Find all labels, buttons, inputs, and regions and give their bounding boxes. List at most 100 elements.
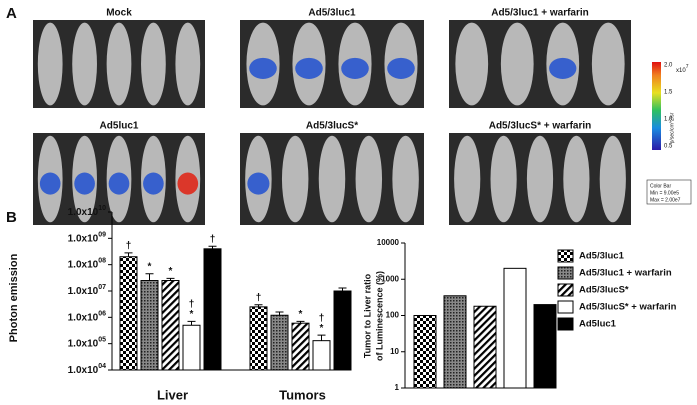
- significance-mark: †: [126, 241, 132, 252]
- signal: [341, 57, 369, 79]
- y-tick-label: 1.0x1005: [68, 337, 106, 350]
- y-tick-label: 1.0x1007: [68, 284, 106, 297]
- mouse: [526, 135, 554, 223]
- bar: [473, 305, 497, 389]
- mouse: [106, 22, 132, 106]
- y-tick-label-exp: 08: [98, 258, 106, 265]
- y-tick-label: 1.0x1009: [68, 231, 106, 244]
- bar: [182, 324, 201, 371]
- error-bar: [254, 304, 263, 307]
- legend-swatch: [557, 283, 574, 297]
- y-tick-label-base: 1.0x10: [68, 312, 99, 323]
- y-tick-label-exp: 10: [98, 205, 106, 212]
- bar: [312, 340, 331, 371]
- y-tick-label-exp: 04: [98, 363, 106, 370]
- mouse: [454, 135, 481, 223]
- y-axis-title: Tumor to Liver ratio: [362, 273, 372, 358]
- bar: [503, 267, 527, 389]
- colorbar-max: Max = 2.00e7: [650, 197, 681, 203]
- legend-label: Ad5/3luc1: [579, 251, 625, 262]
- signal: [177, 172, 199, 195]
- image-title: Mock: [106, 8, 132, 19]
- error-bar: [317, 334, 326, 341]
- signal: [549, 57, 577, 79]
- y-tick-label: 1000: [381, 274, 399, 283]
- bar: [443, 295, 467, 389]
- significance-mark: *: [190, 309, 194, 320]
- legend-swatch: [557, 266, 574, 280]
- y-tick-label-base: 1.0x10: [68, 233, 99, 244]
- image-title: Ad5/3lucS*: [306, 121, 358, 132]
- mouse: [281, 135, 309, 223]
- y-tick-label: 10000: [377, 238, 400, 247]
- significance-mark: *: [299, 309, 303, 320]
- legend-label: Ad5/3luc1 + warfarin: [579, 268, 672, 279]
- error-bar: [338, 287, 347, 291]
- error-bar: [187, 320, 196, 326]
- image-title: Ad5/3luc1: [308, 8, 356, 19]
- y-tick-label-base: 1.0x10: [68, 286, 99, 297]
- y-tick-label: 100: [386, 311, 400, 320]
- colorbar-tick: 1.5: [664, 90, 673, 96]
- signal: [108, 172, 130, 195]
- y-tick-label-exp: 09: [98, 231, 106, 238]
- y-tick-label: 1.0x1010: [68, 205, 106, 218]
- y-tick-label-exp: 07: [98, 284, 106, 291]
- mouse: [591, 22, 625, 106]
- signal: [39, 172, 61, 195]
- panel-label: B: [6, 209, 17, 226]
- significance-mark: †: [210, 234, 216, 245]
- colorbar-tick: 1.0: [664, 117, 673, 123]
- y-tick-label: 1.0x1008: [68, 258, 106, 271]
- mouse: [141, 22, 166, 106]
- bar: [270, 314, 289, 371]
- bar: [249, 306, 268, 371]
- signal: [247, 172, 270, 195]
- significance-mark: *: [148, 261, 152, 272]
- error-bar: [296, 320, 305, 324]
- bar: [119, 256, 138, 371]
- image-title: Ad5luc1: [100, 121, 139, 132]
- mouse: [318, 135, 346, 223]
- mouse: [37, 22, 63, 106]
- mouse: [355, 135, 383, 223]
- mouse: [175, 22, 201, 106]
- y-tick-label: 10: [390, 347, 399, 356]
- y-tick-label-base: 1.0x10: [68, 207, 99, 218]
- y-axis-title: Photon emission: [8, 253, 20, 342]
- significance-mark: *: [320, 323, 324, 334]
- colorbar-min: Min = 9.00e5: [650, 190, 679, 196]
- legend-swatch: [557, 249, 574, 263]
- error-bar: [208, 245, 217, 249]
- mouse: [392, 135, 419, 223]
- mouse: [455, 22, 489, 106]
- y-tick-label-base: 1.0x10: [68, 338, 99, 349]
- signal: [249, 57, 277, 79]
- error-bar: [124, 252, 133, 257]
- colorbar-box-title: Color Bar: [650, 183, 671, 189]
- bar: [533, 304, 557, 389]
- bar: [203, 248, 222, 371]
- error-bar: [275, 311, 284, 316]
- colorbar-tick: 0.5: [664, 144, 673, 150]
- colorbar-multiplier: x107: [676, 64, 689, 73]
- color-bar: [652, 62, 661, 150]
- significance-mark: †: [256, 292, 262, 303]
- bar: [413, 315, 437, 389]
- error-bar: [166, 277, 175, 281]
- image-title: Ad5/3lucS* + warfarin: [489, 121, 592, 132]
- colorbar-unit: p/sec/cm^2/sr: [669, 112, 675, 143]
- y-tick-label-exp: 05: [98, 337, 106, 344]
- signal: [295, 57, 323, 79]
- y-tick-label-base: 1.0x10: [68, 259, 99, 270]
- legend-label: Ad5/3lucS*: [579, 285, 629, 296]
- legend-label: Ad5luc1: [579, 319, 617, 330]
- bar: [161, 280, 180, 371]
- y-tick-label: 1: [395, 383, 400, 392]
- mouse: [599, 135, 626, 223]
- legend-swatch: [557, 300, 574, 314]
- mouse: [490, 135, 517, 223]
- bar: [140, 280, 159, 371]
- bar: [291, 322, 310, 371]
